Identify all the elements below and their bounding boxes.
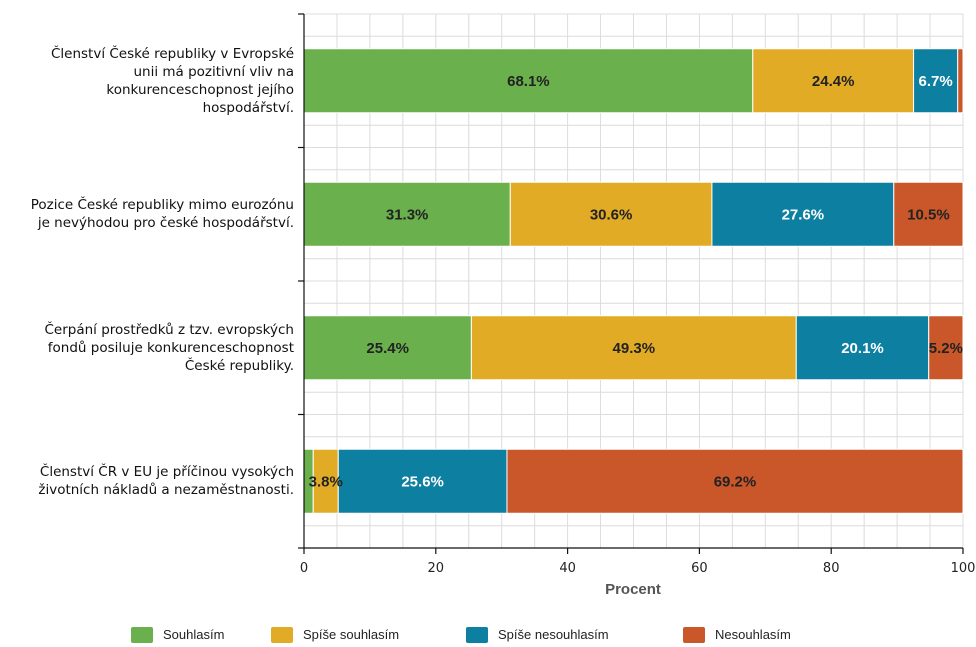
data-label: 3.8% bbox=[309, 473, 343, 490]
bar-segment bbox=[711, 181, 895, 247]
bar-segment bbox=[303, 181, 511, 247]
data-label: 25.4% bbox=[366, 340, 409, 357]
legend-swatch bbox=[466, 627, 488, 643]
category-label-line: konkurenceschopnost jejího bbox=[106, 81, 294, 98]
x-tick-label: 40 bbox=[559, 561, 576, 576]
category-label: Členství České republiky v Evropské unii … bbox=[0, 45, 294, 117]
category-label: Pozice České republiky mimo eurozónu je n… bbox=[0, 196, 294, 232]
data-label: 31.3% bbox=[386, 206, 429, 223]
data-label: 25.6% bbox=[401, 473, 444, 490]
bar-segment bbox=[303, 315, 472, 381]
data-label: 30.6% bbox=[590, 206, 633, 223]
category-label-line: Členství České republiky v Evropské bbox=[50, 45, 294, 62]
x-tick-label: 60 bbox=[691, 561, 708, 576]
value-label-layer: 68.1% 24.4% 6.7% 31.3% 30.6% 27.6% 10.5% 25.4% 4… bbox=[309, 73, 963, 491]
x-tick-label: 100 bbox=[951, 561, 976, 576]
bar-segment bbox=[913, 48, 959, 114]
data-label: 49.3% bbox=[613, 340, 656, 357]
x-tick-label: 20 bbox=[428, 561, 445, 576]
bar-segment bbox=[337, 448, 508, 514]
x-axis-title: Procent bbox=[605, 581, 661, 598]
legend-swatch bbox=[683, 627, 705, 643]
data-label: 24.4% bbox=[812, 73, 855, 90]
category-label: Čerpání prostředků z tzv. evropských fond… bbox=[0, 321, 294, 375]
data-label: 5.2% bbox=[929, 340, 963, 357]
x-tick-label: 80 bbox=[823, 561, 840, 576]
legend-swatch bbox=[271, 627, 293, 643]
axis-layer: 0 20 40 60 80 100 bbox=[298, 13, 976, 576]
category-label-line: České republiky. bbox=[184, 357, 294, 374]
legend-swatch bbox=[131, 627, 153, 643]
bar-segment bbox=[303, 48, 754, 114]
category-label-line: hospodářství. bbox=[202, 99, 294, 116]
category-label-line: Členství ČR v EU je příčinou vysokých bbox=[39, 464, 294, 481]
bar-segment bbox=[957, 48, 964, 114]
data-label: 10.5% bbox=[907, 206, 950, 223]
bar-layer bbox=[303, 48, 964, 514]
legend: Souhlasím Spíše souhlasím Spíše nesouhlasí… bbox=[0, 627, 976, 647]
bar-segment bbox=[752, 48, 915, 114]
legend-label: Nesouhlasím bbox=[715, 627, 791, 642]
category-label-line: Čerpání prostředků z tzv. evropských bbox=[44, 321, 294, 338]
legend-label: Spíše souhlasím bbox=[303, 627, 400, 642]
bar-segment bbox=[928, 315, 964, 381]
bar-segment bbox=[312, 448, 339, 514]
bar-segment bbox=[506, 448, 964, 514]
data-label: 69.2% bbox=[714, 473, 757, 490]
data-label: 6.7% bbox=[919, 73, 953, 90]
data-label: 68.1% bbox=[507, 73, 550, 90]
stacked-bar-chart: 68.1% 24.4% 6.7% 31.3% 30.6% 27.6% 10.5% 25.4% 4… bbox=[298, 13, 976, 598]
bar-segment bbox=[509, 181, 713, 247]
legend-label: Spíše nesouhlasím bbox=[498, 627, 609, 642]
category-label-line: fondů posiluje konkurenceschopnost bbox=[47, 339, 294, 356]
data-label: 27.6% bbox=[782, 206, 825, 223]
category-label-line: unii má pozitivní vliv na bbox=[133, 63, 294, 80]
category-label-line: životních nákladů a nezaměstnanosti. bbox=[38, 482, 294, 499]
legend-label: Souhlasím bbox=[163, 627, 225, 642]
data-label: 20.1% bbox=[841, 340, 884, 357]
bar-segment bbox=[893, 181, 964, 247]
bar-segment bbox=[795, 315, 930, 381]
category-label-line: je nevýhodou pro české hospodářství. bbox=[37, 215, 294, 232]
x-tick-label: 0 bbox=[300, 561, 308, 576]
category-label-line: Pozice České republiky mimo eurozónu bbox=[30, 197, 294, 214]
category-label: Členství ČR v EU je příčinou vysokých živ… bbox=[0, 463, 294, 499]
bar-segment bbox=[470, 315, 797, 381]
